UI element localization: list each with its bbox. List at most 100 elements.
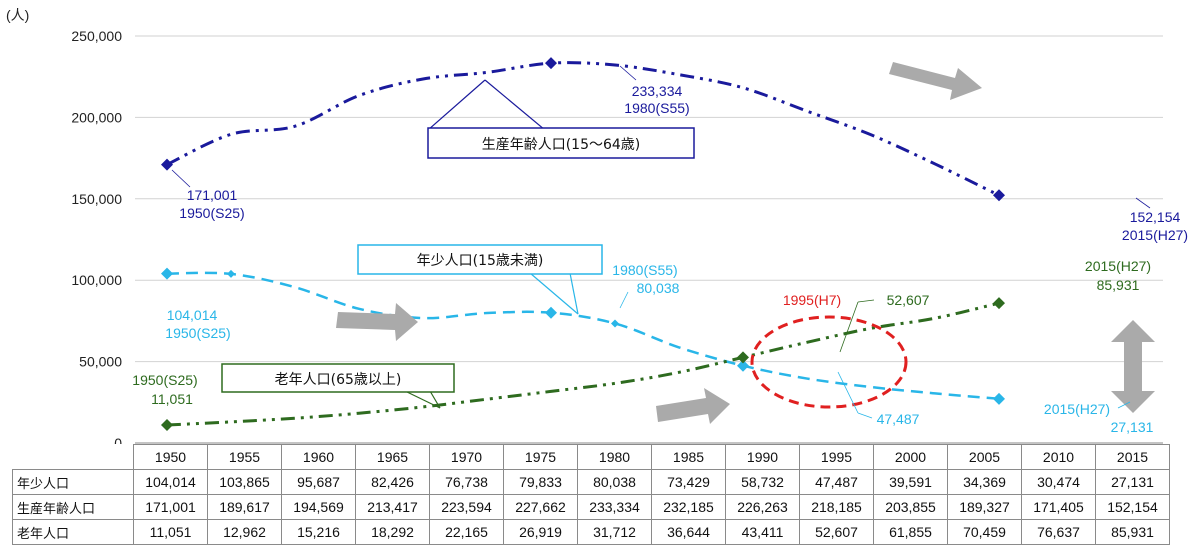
data-point-marker	[161, 419, 173, 432]
label-youth-2015-year: 2015(H27)	[1044, 401, 1110, 417]
table-cell: 171,405	[1021, 494, 1096, 520]
table-year-header: 2010	[1021, 444, 1096, 470]
label-working-1980-year: 1980(S55)	[624, 100, 689, 116]
table-cell: 39,591	[873, 469, 948, 495]
y-tick-label: 50,000	[79, 354, 122, 370]
table-cell: 226,263	[725, 494, 800, 520]
data-point-marker	[993, 392, 1005, 405]
label-working-1950-year: 1950(S25)	[179, 205, 244, 221]
label-crossover-year: 1995(H7)	[783, 292, 841, 308]
table-row: 生産年齢人口 171,001 189,617 194,569 213,417 223,59…	[12, 494, 1170, 520]
label-youth-2015-value: 27,131	[1111, 419, 1154, 435]
table-cell: 47,487	[799, 469, 874, 495]
table-cell: 80,038	[577, 469, 652, 495]
data-point-marker	[611, 319, 619, 328]
table-corner	[12, 444, 134, 470]
data-point-marker	[993, 297, 1005, 310]
table-cell: 73,429	[651, 469, 726, 495]
label-elderly-2015-value: 85,931	[1097, 277, 1140, 293]
table-year-header: 1960	[281, 444, 356, 470]
series-line	[166, 301, 1000, 427]
data-table: 1950 1955 1960 1965 1970 1975 1980 1985 1990 1995…	[12, 444, 1170, 545]
table-cell: 232,185	[651, 494, 726, 520]
table-year-header: 1950	[133, 444, 208, 470]
table-cell: 27,131	[1095, 469, 1170, 495]
annotation-layer: 171,001 1950(S25) 233,334 1980(S55) 152,…	[132, 65, 1188, 435]
crossover-circle	[750, 315, 908, 409]
y-tick-label: 200,000	[71, 109, 122, 125]
data-point-marker	[161, 267, 173, 280]
table-year-header: 2005	[947, 444, 1022, 470]
table-cell: 103,865	[207, 469, 282, 495]
table-cell: 79,833	[503, 469, 578, 495]
table-cell: 95,687	[281, 469, 356, 495]
series-line	[166, 61, 1000, 197]
trend-arrow-elderly	[656, 388, 730, 424]
table-year-header: 2000	[873, 444, 948, 470]
table-cell: 85,931	[1095, 519, 1170, 545]
trend-arrow-gap	[1111, 320, 1155, 413]
label-elderly-1950-value: 11,051	[151, 391, 193, 407]
table-cell: 203,855	[873, 494, 948, 520]
table-row-label: 生産年齢人口	[12, 494, 134, 520]
label-working-1950-value: 171,001	[187, 187, 238, 203]
table-cell: 152,154	[1095, 494, 1170, 520]
working-callout-text: 生産年齢人口(15～64歳)	[482, 137, 641, 153]
table-cell: 70,459	[947, 519, 1022, 545]
table-cell: 31,712	[577, 519, 652, 545]
label-youth-1950-year: 1950(S25)	[165, 325, 230, 341]
label-working-2015-value: 152,154	[1130, 209, 1181, 225]
data-point-marker	[161, 158, 173, 171]
table-cell: 34,369	[947, 469, 1022, 495]
table-cell: 11,051	[133, 519, 208, 545]
table-cell: 76,637	[1021, 519, 1096, 545]
table-year-header: 1965	[355, 444, 430, 470]
table-cell: 61,855	[873, 519, 948, 545]
table-cell: 104,014	[133, 469, 208, 495]
youth-callout-text: 年少人口(15歳未満)	[417, 253, 544, 269]
table-cell: 36,644	[651, 519, 726, 545]
label-elderly-2015-year: 2015(H27)	[1085, 258, 1151, 274]
line-chart: (人) 050,000100,000150,000200,000250,000 …	[6, 7, 1188, 444]
label-working-1980-value: 233,334	[632, 83, 683, 99]
trend-arrow-working	[889, 62, 982, 100]
table-row: 老年人口 11,051 12,962 15,216 18,292 22,165 26,919…	[12, 519, 1170, 545]
table-cell: 58,732	[725, 469, 800, 495]
y-unit-label: (人)	[6, 7, 29, 23]
label-working-2015-year: 2015(H27)	[1122, 227, 1188, 243]
table-cell: 22,165	[429, 519, 504, 545]
data-point-marker	[545, 306, 557, 319]
table-cell: 223,594	[429, 494, 504, 520]
table-cell: 43,411	[725, 519, 800, 545]
data-point-marker	[737, 359, 749, 372]
table-cell: 76,738	[429, 469, 504, 495]
table-cell: 189,327	[947, 494, 1022, 520]
label-youth-1980-year: 1980(S55)	[612, 262, 677, 278]
label-elderly-1995-value: 52,607	[887, 292, 930, 308]
table-year-header: 1980	[577, 444, 652, 470]
table-cell: 26,919	[503, 519, 578, 545]
label-youth-1995-value: 47,487	[877, 411, 920, 427]
label-youth-1950-value: 104,014	[167, 307, 218, 323]
series-layer	[161, 57, 1005, 432]
table-row-label: 年少人口	[12, 469, 134, 495]
trend-arrow-youth	[336, 303, 418, 341]
series-line	[166, 271, 1000, 401]
y-tick-label: 150,000	[71, 191, 122, 207]
table-cell: 15,216	[281, 519, 356, 545]
table-row: 年少人口 104,014 103,865 95,687 82,426 76,738 79,8…	[12, 469, 1170, 495]
elderly-callout: 老年人口(65歳以上)	[221, 363, 455, 409]
grid	[135, 35, 1163, 444]
y-tick-label: 250,000	[71, 28, 122, 44]
table-cell: 213,417	[355, 494, 430, 520]
label-elderly-1950-year: 1950(S25)	[132, 372, 197, 388]
table-year-header: 1990	[725, 444, 800, 470]
table-year-header: 2015	[1095, 444, 1170, 470]
table-row-label: 老年人口	[12, 519, 134, 545]
y-axis: 0 50,000 100,000 150,000 200,000 250,000	[71, 28, 122, 444]
label-youth-1980-value: 80,038	[637, 280, 680, 296]
table-year-header: 1970	[429, 444, 504, 470]
table-cell: 233,334	[577, 494, 652, 520]
data-point-marker	[737, 351, 749, 364]
